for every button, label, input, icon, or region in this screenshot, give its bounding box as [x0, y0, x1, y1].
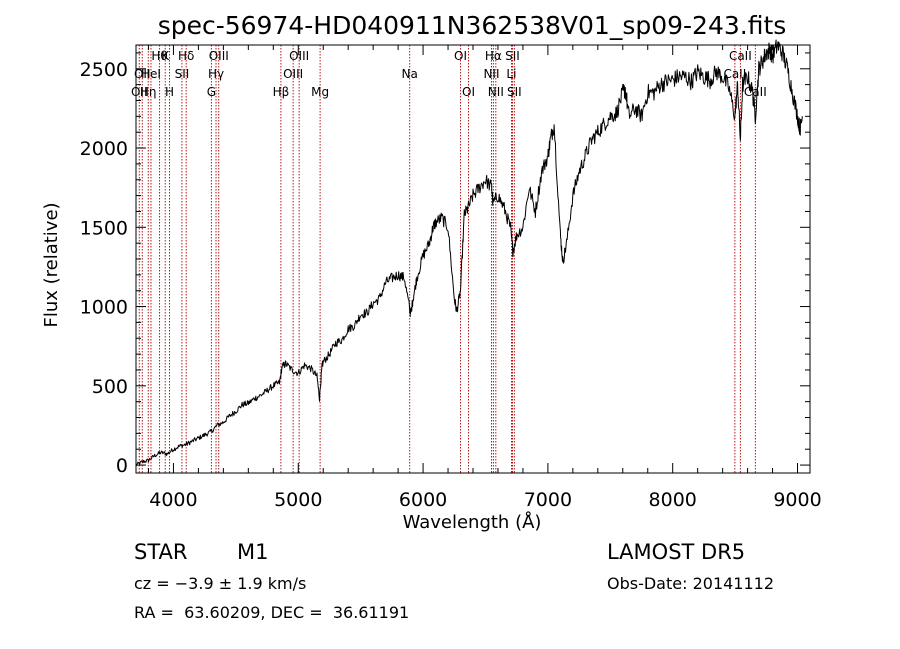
redshift-velocity: cz = −3.9 ± 1.9 km/s — [134, 574, 307, 593]
survey-name: LAMOST DR5 — [607, 540, 746, 564]
spectral-line-label: H — [165, 85, 174, 99]
spectrum-line — [135, 39, 803, 466]
x-tick-label: 4000 — [149, 489, 197, 511]
axis-ticks: 4000 5000 6000 7000 8000 9000 0 500 1000 1500 2000… — [80, 45, 822, 511]
spectral-line-label: SII — [507, 85, 522, 99]
spectral-line-label: OII — [131, 85, 148, 99]
spectral-line-label: SII — [175, 67, 190, 81]
x-tick-label: 5000 — [274, 489, 322, 511]
spectral-line-labels: OIIOIIHηHeIHθKHSIIHδGHγOIIIHβOIIIOIIIMgN… — [131, 49, 767, 99]
spectral-line-label: Na — [402, 67, 418, 81]
spectral-line-label: Hθ — [151, 49, 167, 63]
spectral-line-label: Hδ — [178, 49, 194, 63]
spectral-line-label: OI — [462, 85, 475, 99]
spectral-line-markers — [138, 45, 756, 473]
spectral-line-label: HeI — [141, 67, 161, 81]
spectral-line-label: Li — [506, 67, 516, 81]
spectral-line-label: OIII — [289, 49, 309, 63]
spectral-line-label: OI — [454, 49, 467, 63]
spectral-line-label: G — [207, 85, 216, 99]
y-tick-label: 1500 — [80, 217, 128, 239]
object-type: STAR — [134, 540, 188, 564]
x-tick-label: 6000 — [399, 489, 447, 511]
spectral-line-label: CaII — [744, 85, 767, 99]
spectral-line-label: Hβ — [273, 85, 290, 99]
object-subclass: M1 — [237, 540, 269, 564]
spectral-line-label: OII — [134, 67, 151, 81]
x-tick-label: 9000 — [773, 489, 821, 511]
x-axis-label: Wavelength (Å) — [403, 511, 542, 533]
spectral-line-label: Hα — [485, 49, 502, 63]
spectral-line-label: Mg — [311, 85, 329, 99]
observation-date: Obs-Date: 20141112 — [607, 574, 775, 593]
x-tick-label: 7000 — [524, 489, 572, 511]
chart-title: spec-56974-HD040911N362538V01_sp09-243.f… — [158, 11, 787, 40]
y-axis-label: Flux (relative) — [41, 202, 62, 327]
y-tick-label: 0 — [116, 455, 128, 477]
y-tick-label: 2500 — [80, 59, 128, 81]
y-tick-label: 500 — [92, 376, 128, 398]
spectral-line-label: OIII — [209, 49, 229, 63]
coordinates: RA = 63.60209, DEC = 36.61191 — [134, 603, 410, 622]
spectral-line-label: SII — [505, 49, 520, 63]
spectral-line-label: Hη — [140, 85, 157, 99]
spectral-line-label: NII — [483, 67, 499, 81]
x-tick-label: 8000 — [649, 489, 697, 511]
spectrum-series — [135, 39, 803, 466]
y-tick-label: 1000 — [80, 297, 128, 319]
spectral-line-label: OIII — [283, 67, 303, 81]
spectral-line-label: Hγ — [208, 67, 224, 81]
plot-frame — [135, 44, 811, 474]
spectral-line-label: CaII — [729, 49, 752, 63]
y-tick-label: 2000 — [80, 138, 128, 160]
spectral-line-label: K — [161, 49, 170, 63]
spectral-line-label: NII — [488, 85, 504, 99]
spectral-line-label: CaII — [723, 67, 746, 81]
